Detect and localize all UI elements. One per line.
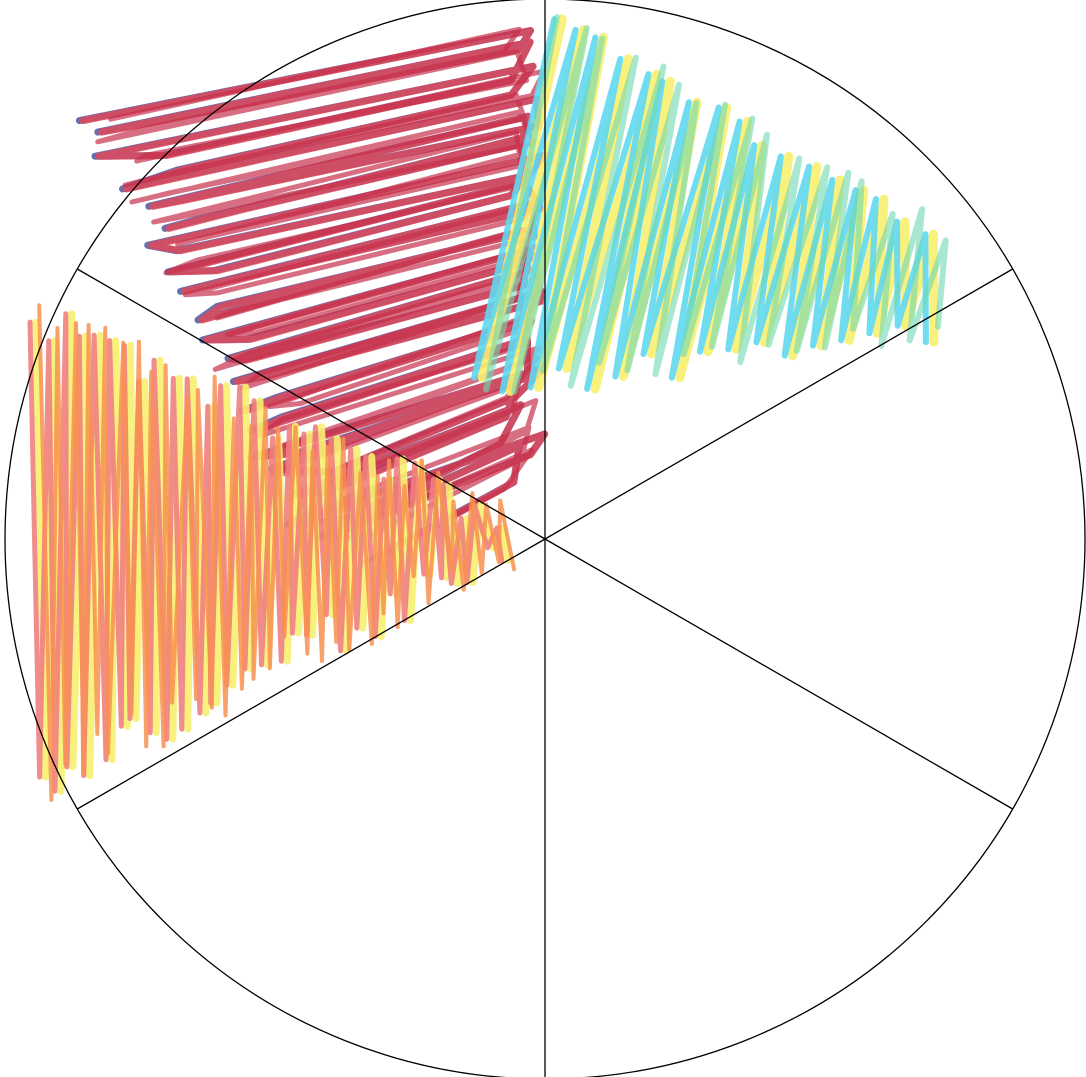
wheel-circle xyxy=(4,0,1086,1077)
scribble-upper-right xyxy=(483,14,949,395)
segment-divider xyxy=(76,538,546,810)
segment-divider xyxy=(76,268,546,540)
segment-divider xyxy=(544,268,1014,540)
segment-scribbles xyxy=(27,14,949,802)
scribble-left xyxy=(37,303,517,802)
scribble-upper-left xyxy=(95,26,547,567)
segment-divider xyxy=(544,538,1014,810)
wheel-outline xyxy=(4,0,1086,1077)
